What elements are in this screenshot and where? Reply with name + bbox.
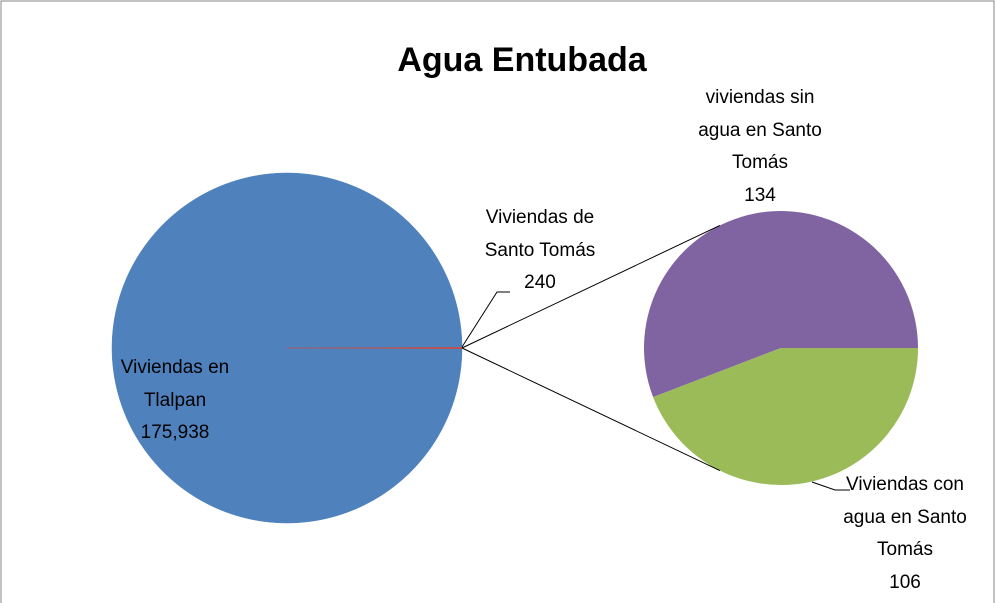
data-label: Viviendas en Tlalpan 175,938 bbox=[100, 352, 250, 450]
leader-line bbox=[461, 291, 510, 348]
slice-value: 134 bbox=[744, 184, 776, 206]
slice-name: viviendas sin agua en Santo Tomás bbox=[698, 87, 822, 173]
slice-value: 240 bbox=[524, 272, 556, 293]
pie-slice bbox=[286, 346, 463, 350]
data-label: viviendas sin agua en Santo Tomás 134 bbox=[685, 82, 835, 212]
slice-name: Viviendas de Santo Tomás bbox=[484, 207, 596, 261]
data-label: Viviendas de Santo Tomás 240 bbox=[460, 202, 620, 300]
slice-value: 175,938 bbox=[140, 422, 210, 443]
leader-line bbox=[811, 481, 850, 491]
data-label: Viviendas con agua en Santo Tomás 106 bbox=[835, 469, 975, 599]
pie-slice bbox=[644, 210, 918, 398]
slice-name: Viviendas en Tlalpan bbox=[120, 357, 230, 411]
chart-title: Agua Entubada bbox=[397, 41, 647, 79]
pie-slice bbox=[111, 172, 463, 524]
slice-value: 106 bbox=[889, 571, 921, 593]
connector-line bbox=[461, 224, 721, 349]
pie-slice bbox=[653, 348, 918, 485]
connector-line bbox=[461, 347, 721, 472]
slice-name: Viviendas con agua en Santo Tomás bbox=[843, 474, 967, 560]
